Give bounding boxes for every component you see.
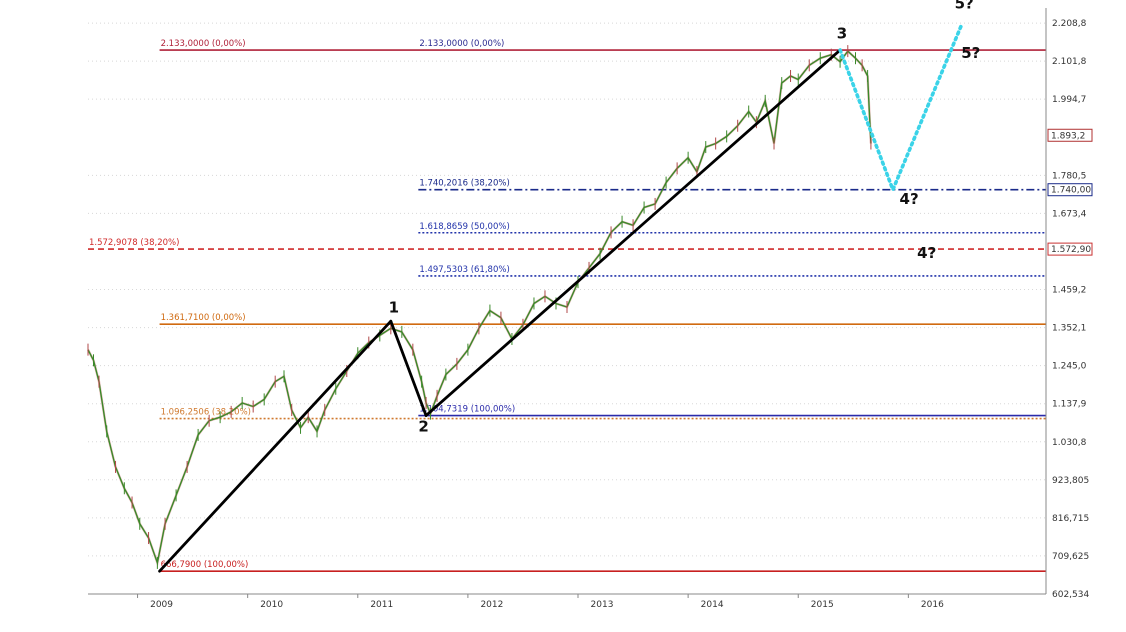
wave-label: 1: [389, 298, 399, 316]
y-tick-label: 1.352,1: [1052, 324, 1086, 334]
fib-level-label: 1.497,5303 (61,80%): [419, 265, 509, 275]
wave-label: 4?: [900, 190, 919, 208]
price-tag-label: 1.893,2: [1051, 131, 1085, 141]
fib-level-label: 1.096,2506 (38,20%): [161, 408, 251, 418]
projection-lines: [838, 21, 965, 195]
fib-level-label: 666,7900 (100,00%): [161, 560, 249, 570]
wave-label: 2: [418, 417, 428, 435]
y-tick-label: 1.994,7: [1052, 95, 1086, 105]
x-tick-label: 2014: [701, 600, 724, 610]
x-tick-label: 2010: [260, 600, 283, 610]
y-tick-label: 923,805: [1052, 476, 1089, 486]
y-tick-label: 2.208,8: [1052, 19, 1087, 29]
axes: 2.208,8 2.101,8 1.994,7 1.780,5 1.673,4 1.459…: [88, 8, 1093, 610]
wave-label: 3: [837, 25, 847, 43]
projection-line: [838, 21, 965, 195]
wave-line: [389, 319, 428, 417]
y-tick-label: 1.780,5: [1052, 171, 1086, 181]
fib-level-label: 1.740,2016 (38,20%): [419, 179, 509, 189]
fib-level-label: 2.133,0000 (0,00%): [161, 39, 246, 49]
y-tick-label: 602,534: [1052, 590, 1089, 600]
y-tick-label: 1.030,8: [1052, 438, 1087, 448]
price-tag-label: 1.740,00: [1051, 186, 1091, 196]
wave-labels: 1 2 3 4? 4? 5? 5?: [389, 0, 981, 435]
fib-levels: 2.133,0000 (0,00%) 2.133,0000 (0,00%) 1.74…: [88, 39, 1046, 572]
y-tick-label: 1.459,2: [1052, 286, 1086, 296]
x-tick-label: 2009: [150, 600, 173, 610]
fib-level-label: 2.133,0000 (0,00%): [419, 39, 504, 49]
fib-level-label: 1.361,7100 (0,00%): [161, 313, 246, 323]
x-tick-label: 2016: [921, 600, 944, 610]
y-tick-label: 1.245,0: [1052, 362, 1087, 372]
x-tick-label: 2013: [591, 600, 614, 610]
wave-label: 5?: [955, 0, 974, 12]
wave-lines: [158, 48, 842, 573]
fib-level-label: 1.104,7319 (100,00%): [419, 405, 515, 415]
y-tick-label: 2.101,8: [1052, 57, 1087, 67]
x-tick-label: 2015: [811, 600, 834, 610]
x-tick-label: 2012: [480, 600, 503, 610]
wave-line: [158, 319, 393, 573]
fib-level-label: 1.618,8659 (50,00%): [419, 222, 509, 232]
fib-level-label: 1.572,9078 (38,20%): [89, 238, 179, 248]
y-tick-label: 709,625: [1052, 552, 1089, 562]
y-tick-label: 1.673,4: [1052, 209, 1087, 219]
wave-label: 5?: [961, 44, 980, 62]
y-tick-label: 816,715: [1052, 514, 1089, 524]
price-tag-box: [1047, 183, 1093, 197]
wave-line: [424, 48, 842, 417]
y-tick-label: 1.137,9: [1052, 400, 1087, 410]
x-tick-label: 2011: [370, 600, 393, 610]
price-series: [86, 45, 873, 569]
price-tag-label: 1.572,90: [1051, 245, 1091, 255]
wave-label: 4?: [917, 244, 936, 262]
price-tag-box: [1047, 242, 1093, 256]
price-tag-box: [1047, 128, 1093, 142]
